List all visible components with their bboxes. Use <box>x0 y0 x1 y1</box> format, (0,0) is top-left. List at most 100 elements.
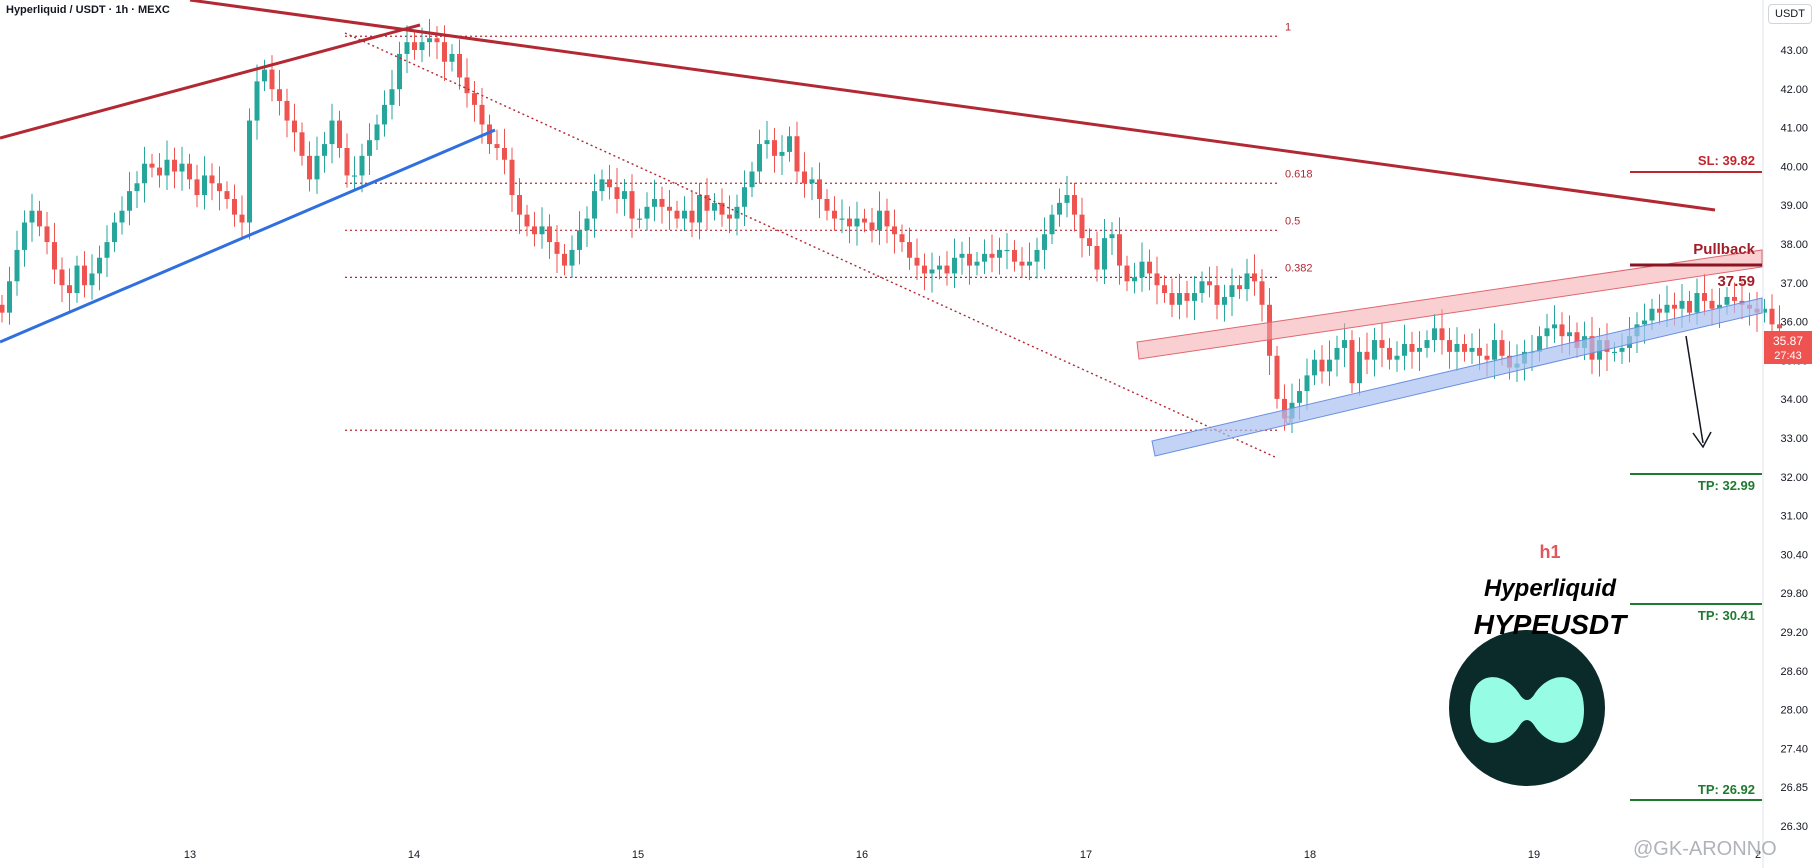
channel-upper-band[interactable] <box>1136 249 1763 360</box>
candle <box>637 208 642 229</box>
projection-arrow-line[interactable] <box>1685 335 1704 444</box>
time-axis-label: 15 <box>632 849 644 861</box>
candle <box>1304 358 1310 411</box>
candle <box>989 234 995 273</box>
candle <box>382 90 387 137</box>
candle <box>1274 345 1280 409</box>
candle <box>1349 330 1355 393</box>
candle <box>569 235 575 278</box>
pullback-label: Pullback <box>1693 241 1755 258</box>
candle <box>1064 175 1070 218</box>
candle <box>704 178 710 230</box>
candle <box>937 255 942 280</box>
candle <box>104 225 110 277</box>
candle <box>164 140 170 190</box>
candle <box>194 164 200 208</box>
candle <box>149 153 155 178</box>
channel-lower-band[interactable] <box>1151 297 1763 457</box>
candle <box>269 55 275 102</box>
current-price-tag[interactable] <box>1764 331 1812 364</box>
asset-ticker: HYPEUSDT <box>1473 609 1627 640</box>
candle <box>922 253 927 291</box>
main-downtrend-line[interactable] <box>189 0 1716 212</box>
candle <box>1169 278 1175 317</box>
candle <box>1379 323 1385 368</box>
candle <box>907 227 912 270</box>
price-axis-label: 29.20 <box>1780 627 1808 639</box>
candle <box>914 238 920 281</box>
candle <box>404 25 410 74</box>
price-axis[interactable]: 43.00 42.00 41.00 40.00 39.00 38.00 37.00 36.00… <box>1780 45 1808 833</box>
candle <box>59 257 65 303</box>
candle <box>697 182 702 240</box>
price-axis-label: 40.00 <box>1780 161 1808 173</box>
candle <box>1319 345 1325 384</box>
candle <box>52 222 57 285</box>
candle <box>1409 331 1415 369</box>
candle <box>247 108 252 240</box>
candle <box>1034 237 1040 279</box>
fib-level-label: 0.618 <box>1285 168 1313 180</box>
candle <box>1109 222 1115 256</box>
fib-diagonal-line[interactable] <box>344 32 1276 458</box>
candle <box>1327 340 1332 386</box>
upper-rising-line[interactable] <box>0 23 421 140</box>
candle <box>734 194 740 236</box>
candle <box>1027 242 1032 281</box>
tp3-label: TP: 26.92 <box>1698 782 1755 797</box>
candle <box>292 103 297 152</box>
candle <box>652 179 657 222</box>
candle <box>487 114 492 154</box>
candle <box>667 189 672 230</box>
candle <box>1102 218 1107 285</box>
candle <box>877 191 882 245</box>
candle <box>1454 327 1460 372</box>
candle <box>539 207 545 249</box>
candle <box>359 143 365 193</box>
candle <box>1447 327 1452 369</box>
time-axis-label: 19 <box>1528 849 1540 861</box>
price-axis-label: 41.00 <box>1780 123 1808 135</box>
candle <box>1394 341 1400 372</box>
price-axis-label: 26.30 <box>1780 821 1808 833</box>
candle <box>239 195 245 237</box>
candle <box>689 191 695 237</box>
price-axis-label: 27.40 <box>1780 743 1808 755</box>
candle <box>599 169 605 201</box>
candle <box>562 244 567 276</box>
candle <box>1177 273 1182 320</box>
candle <box>892 209 897 254</box>
symbol-title[interactable]: Hyperliquid / USDT · 1h · MEXC <box>6 4 170 16</box>
candle <box>1334 335 1340 377</box>
candle <box>299 122 305 166</box>
candle <box>742 170 747 227</box>
candle <box>449 44 455 72</box>
candle <box>1079 197 1085 258</box>
currency-selector[interactable]: USDT <box>1768 4 1812 24</box>
price-axis-label: 28.00 <box>1780 705 1808 717</box>
time-axis-label: 14 <box>408 849 420 861</box>
candle <box>839 199 845 234</box>
price-axis-label: 33.00 <box>1780 433 1808 445</box>
support-trendline[interactable] <box>0 128 496 344</box>
candle <box>1207 266 1212 298</box>
candle <box>959 241 965 275</box>
candle <box>1477 328 1482 371</box>
candle <box>1387 338 1392 370</box>
candle <box>532 211 537 247</box>
asset-overlay: h1 Hyperliquid HYPEUSDT <box>1400 542 1700 641</box>
candle <box>1657 294 1662 325</box>
candle <box>337 110 342 158</box>
candle <box>1214 265 1220 320</box>
candle <box>67 268 72 313</box>
candle <box>659 186 665 224</box>
candle <box>1462 334 1467 362</box>
candle <box>14 230 20 296</box>
time-axis[interactable]: 13 14 15 16 17 18 19 2 <box>184 849 1761 861</box>
candle <box>127 171 132 226</box>
candle <box>584 206 590 248</box>
fib-level-label: 0.5 <box>1285 215 1300 227</box>
